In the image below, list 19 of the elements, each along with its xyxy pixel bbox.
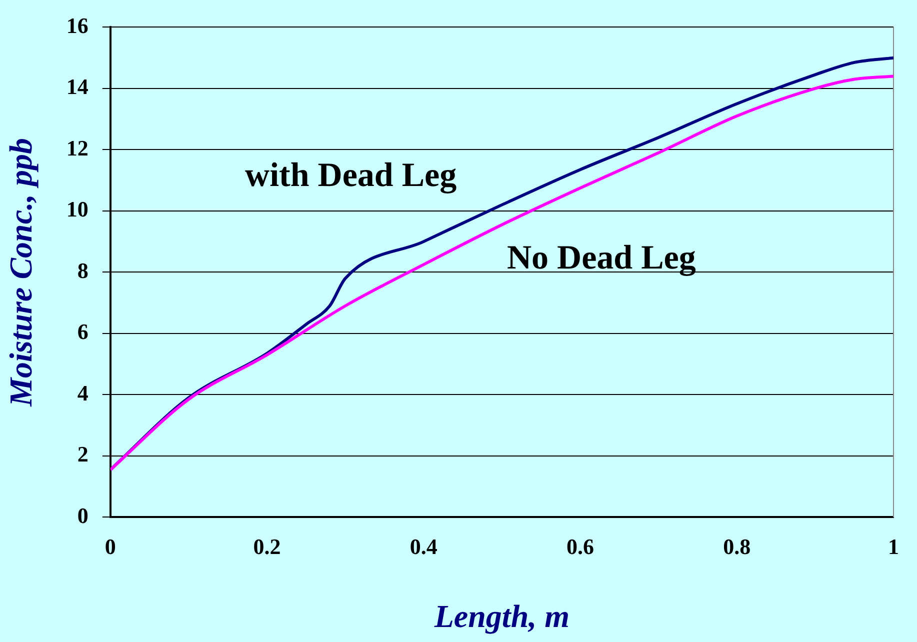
y-tick-label: 0 xyxy=(77,502,88,528)
x-tick-label: 0.4 xyxy=(410,534,438,560)
y-tick-label: 12 xyxy=(66,135,88,160)
x-tick-label: 0 xyxy=(104,534,116,560)
y-tick-label: 10 xyxy=(66,196,88,222)
y-tick-label: 16 xyxy=(66,12,88,38)
y-axis-title: Moisture Conc., ppb xyxy=(2,138,38,408)
x-tick-label: 1 xyxy=(888,534,899,560)
x-axis-title: Length, m xyxy=(433,598,570,634)
x-tick-label: 0.6 xyxy=(566,534,594,560)
y-tick-label: 8 xyxy=(77,258,88,283)
series-label: with Dead Leg xyxy=(245,156,457,194)
series-label: No Dead Leg xyxy=(506,240,696,277)
y-tick-label: 6 xyxy=(77,319,88,344)
x-tick-label: 0.2 xyxy=(253,534,281,560)
y-tick-label: 2 xyxy=(77,442,88,467)
x-tick-label: 0.8 xyxy=(723,534,751,560)
y-tick-label: 4 xyxy=(77,380,88,406)
y-tick-label: 14 xyxy=(66,74,88,100)
